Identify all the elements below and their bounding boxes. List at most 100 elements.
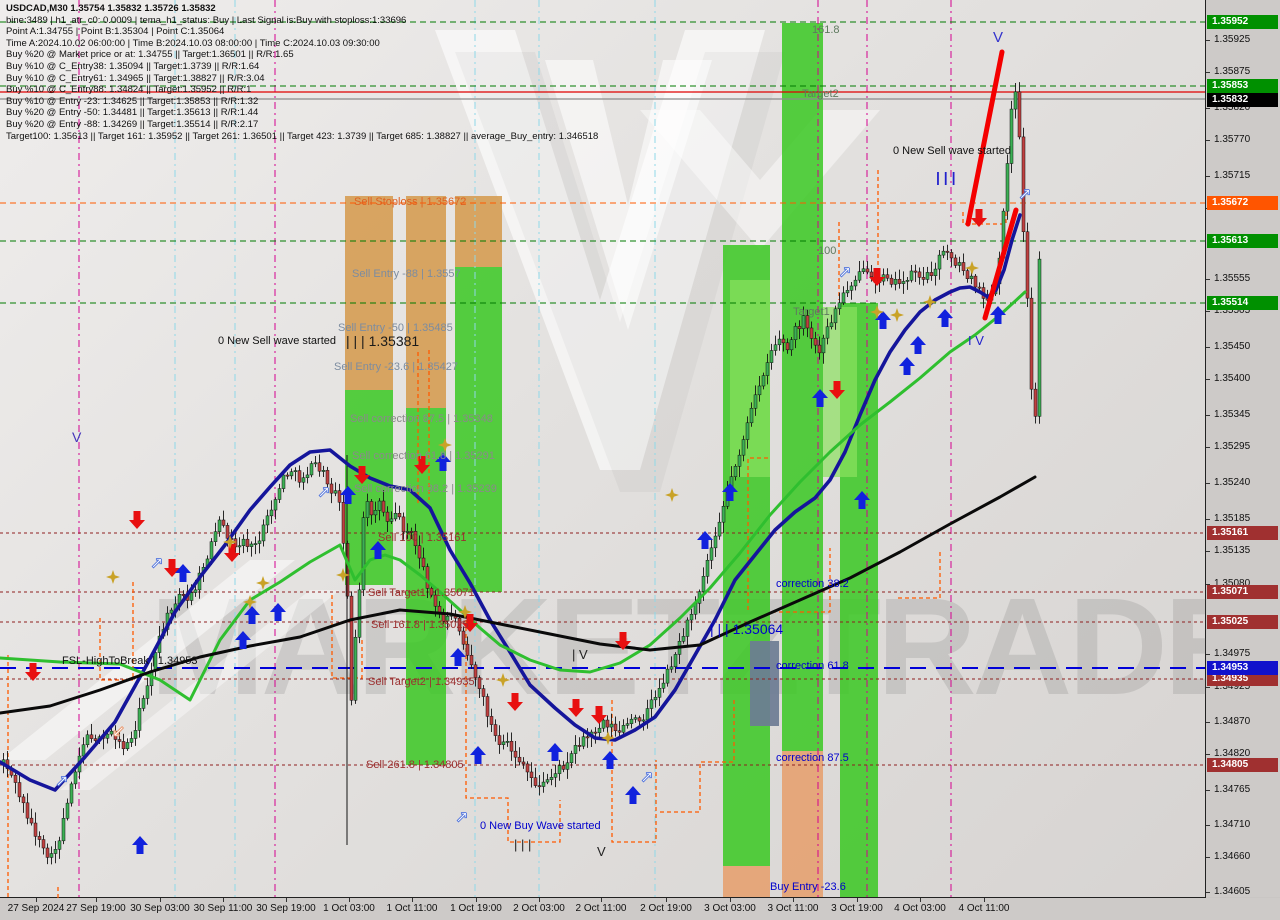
psar-trail: [660, 700, 735, 813]
sell-arrow-icon: [129, 511, 145, 529]
chart-graphic: [569, 753, 574, 764]
chart-graphic: [1025, 231, 1030, 299]
chart-graphic: [629, 718, 634, 724]
sell-arrow-icon: [164, 559, 180, 577]
chart-graphic: [489, 716, 494, 725]
chart-graphic: [573, 745, 578, 754]
time-tick-label: 1 Oct 11:00: [386, 903, 438, 914]
price-badge: 1.35514: [1207, 296, 1278, 310]
time-tick-mark: [920, 898, 921, 902]
chart-graphic: [557, 765, 562, 774]
buy-arrow-icon: [937, 309, 953, 327]
price-tick-label: 1.34925: [1214, 681, 1251, 692]
chart-graphic: [373, 510, 378, 516]
chart-graphic: [109, 730, 114, 735]
buy-arrow-icon: [175, 564, 191, 582]
price-tick-mark: [1206, 72, 1210, 73]
sell-arrow-icon: [615, 632, 631, 650]
chart-graphic: [625, 723, 630, 726]
chart-graphic: [945, 250, 950, 253]
chart-graphic: [469, 655, 474, 666]
chart-graphic: [413, 531, 418, 547]
chart-graphic: [505, 741, 510, 743]
chart-graphic: [649, 699, 654, 709]
chart-graphic: [341, 502, 346, 544]
time-tick-label: 3 Oct 11:00: [767, 903, 819, 914]
price-tick-mark: [1206, 790, 1210, 791]
chart-graphic: [357, 589, 362, 638]
chart-graphic: [269, 509, 274, 517]
chart-graphic: [317, 462, 322, 472]
price-tick-label: 1.34820: [1214, 748, 1251, 759]
chart-graphic: [621, 725, 626, 733]
star-icon: [665, 488, 679, 502]
psar-trail: [611, 700, 657, 843]
chart-graphic: [829, 322, 834, 328]
chart-graphic: [85, 734, 90, 746]
chart-graphic: [721, 505, 726, 523]
chart-graphic: [237, 545, 242, 548]
chart-graphic: [293, 470, 298, 472]
chart-graphic: [337, 490, 342, 503]
sell-arrow-icon: [25, 663, 41, 681]
buy-arrow-icon: [697, 531, 713, 549]
chart-graphic: [893, 278, 898, 285]
star-icon: [223, 535, 237, 549]
chart-graphic: [25, 802, 30, 819]
chart-graphic: [797, 326, 802, 329]
buy-arrow-icon: [270, 603, 286, 621]
chart-graphic: [69, 783, 74, 804]
chart-graphic: [217, 519, 222, 532]
price-axis[interactable]: 1.35925 1.35875 1.35820 1.35770 1.35715 1.356…: [1206, 0, 1280, 897]
chart-graphic: [89, 734, 94, 739]
chart-graphic: [225, 525, 230, 539]
chart-graphic: [541, 781, 546, 787]
buy-arrow-icon: [899, 357, 915, 375]
time-tick-label: 27 Sep 2024: [7, 903, 65, 914]
chart-graphic: [717, 521, 722, 537]
chart-graphic: [673, 654, 678, 668]
chart-graphic: [929, 272, 934, 276]
chart-graphic: [385, 511, 390, 522]
chart-graphic: [753, 394, 758, 409]
sell-arrow-icon: [971, 209, 987, 227]
chart-graphic: [509, 741, 514, 752]
star-icon: [601, 731, 615, 745]
chart-graphic: [661, 682, 666, 689]
chart-graphic: [685, 619, 690, 637]
price-tick-label: 1.35400: [1214, 373, 1251, 384]
price-tick-label: 1.35185: [1214, 513, 1251, 524]
time-tick-label: 30 Sep 11:00: [193, 903, 253, 914]
chart-graphic: [261, 524, 266, 542]
chart-graphic: [585, 736, 590, 739]
chart-graphic: [793, 326, 798, 340]
chart-graphic: [937, 254, 942, 270]
star-icon: [458, 605, 472, 619]
chart-graphic: [253, 543, 258, 545]
chart-graphic: [549, 777, 554, 780]
chart-graphic: [281, 474, 286, 489]
info-line: Target100: 1.35613 || Target 161: 1.3595…: [6, 130, 599, 142]
chart-graphic: [897, 278, 902, 284]
price-badge: 1.35071: [1207, 585, 1278, 599]
time-tick-mark: [539, 898, 540, 902]
chart-graphic: [309, 463, 314, 476]
buy-arrow-icon: [625, 786, 641, 804]
chart-graphic: [657, 688, 662, 698]
price-tick-label: 1.35770: [1214, 134, 1251, 145]
buy-arrow-icon: [910, 336, 926, 354]
breakout-arrow-icon: ↗: [317, 485, 330, 502]
chart-graphic: [817, 344, 822, 354]
ma-fast-navy: [0, 213, 1022, 792]
chart-graphic: [65, 802, 70, 819]
price-tick-label: 1.34605: [1214, 886, 1251, 897]
fib-zone-orange2: [782, 751, 823, 897]
chart-graphic: [353, 637, 358, 701]
psar-trail: [747, 457, 770, 610]
chart-graphic: [365, 501, 370, 518]
ma-slow-black: [0, 475, 1037, 715]
chart-graphic: [957, 262, 962, 266]
time-tick-label: 2 Oct 19:00: [640, 903, 692, 914]
time-axis[interactable]: 27 Sep 2024 27 Sep 19:00 30 Sep 03:00 30 Se…: [0, 898, 1280, 920]
chart-graphic: [973, 275, 978, 288]
